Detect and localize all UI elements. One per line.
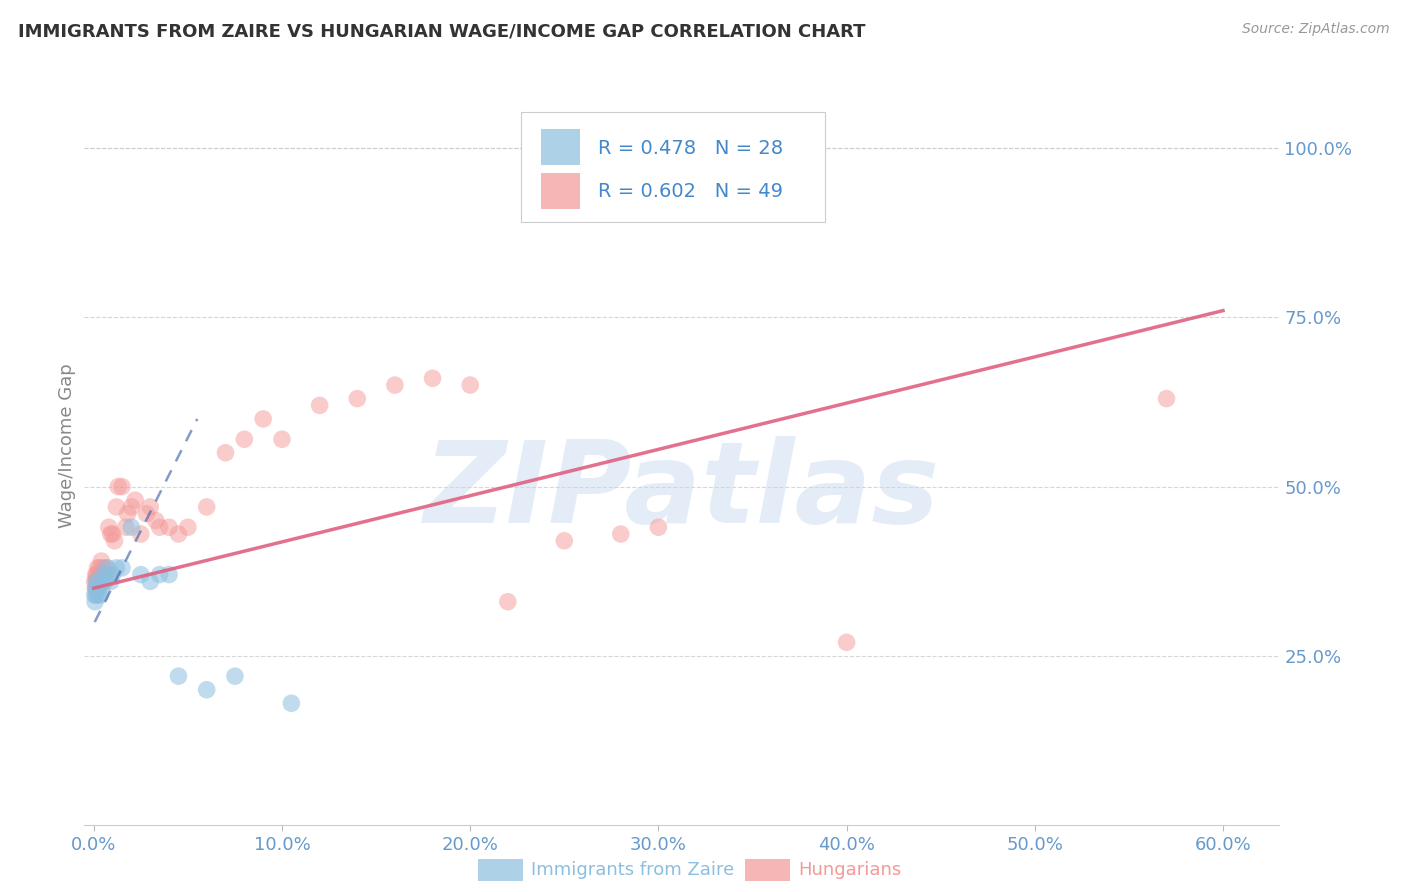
Point — [145, 513, 167, 527]
Point — [224, 669, 246, 683]
Text: Immigrants from Zaire: Immigrants from Zaire — [531, 861, 735, 879]
FancyBboxPatch shape — [520, 112, 825, 222]
Bar — [541, 129, 581, 165]
Point — [84, 567, 107, 582]
Point — [1156, 392, 1178, 406]
Point — [91, 567, 114, 582]
Point — [103, 533, 125, 548]
Point — [83, 588, 105, 602]
Point — [101, 527, 124, 541]
Point — [90, 581, 112, 595]
Text: Source: ZipAtlas.com: Source: ZipAtlas.com — [1241, 22, 1389, 37]
Point — [87, 567, 110, 582]
Point — [105, 500, 128, 514]
Point — [111, 480, 134, 494]
Point — [84, 581, 107, 595]
Point — [100, 574, 122, 589]
Point — [86, 567, 108, 582]
Bar — [541, 173, 581, 210]
Point — [195, 682, 218, 697]
Point — [280, 696, 302, 710]
Point — [94, 567, 117, 582]
Point — [233, 432, 256, 446]
Text: IMMIGRANTS FROM ZAIRE VS HUNGARIAN WAGE/INCOME GAP CORRELATION CHART: IMMIGRANTS FROM ZAIRE VS HUNGARIAN WAGE/… — [18, 22, 866, 40]
Point — [111, 561, 134, 575]
Point — [86, 574, 108, 589]
Point — [117, 507, 139, 521]
Point — [384, 378, 406, 392]
Point — [271, 432, 294, 446]
Y-axis label: Wage/Income Gap: Wage/Income Gap — [58, 364, 76, 528]
Point — [86, 574, 108, 589]
Point — [96, 561, 118, 575]
Point — [553, 533, 575, 548]
Text: Hungarians: Hungarians — [799, 861, 901, 879]
Point — [89, 567, 111, 582]
Point — [129, 527, 152, 541]
Point — [89, 588, 111, 602]
Point — [89, 574, 111, 589]
Point — [87, 581, 110, 595]
Point — [107, 480, 129, 494]
Point — [346, 392, 368, 406]
Point — [214, 446, 236, 460]
Point — [91, 561, 114, 575]
Point — [157, 520, 180, 534]
Point — [83, 574, 105, 589]
Point — [139, 574, 162, 589]
Point — [86, 581, 108, 595]
Point — [89, 561, 111, 575]
Text: R = 0.478   N = 28: R = 0.478 N = 28 — [599, 138, 783, 158]
Point — [120, 500, 142, 514]
Point — [458, 378, 481, 392]
Text: R = 0.602   N = 49: R = 0.602 N = 49 — [599, 182, 783, 201]
Point — [97, 520, 120, 534]
Point — [97, 567, 120, 582]
Point — [135, 507, 157, 521]
Point — [157, 567, 180, 582]
Point — [84, 595, 107, 609]
Text: ZIPatlas: ZIPatlas — [423, 436, 941, 547]
Point — [149, 567, 172, 582]
Point — [835, 635, 858, 649]
Point — [252, 412, 274, 426]
Point — [84, 588, 107, 602]
Point — [422, 371, 444, 385]
Point — [308, 398, 330, 412]
Point — [90, 554, 112, 568]
Point — [647, 520, 669, 534]
Point — [96, 561, 118, 575]
Point — [129, 567, 152, 582]
Point — [167, 669, 190, 683]
Point — [177, 520, 200, 534]
Point — [124, 493, 146, 508]
Point — [105, 561, 128, 575]
Point — [167, 527, 190, 541]
Point — [84, 574, 107, 589]
Point — [139, 500, 162, 514]
Point — [496, 595, 519, 609]
Point — [120, 520, 142, 534]
Point — [86, 561, 108, 575]
Point — [84, 581, 107, 595]
Point — [149, 520, 172, 534]
Point — [86, 588, 108, 602]
Point — [195, 500, 218, 514]
Point — [94, 574, 117, 589]
Point — [114, 520, 136, 534]
Point — [100, 527, 122, 541]
Point — [609, 527, 631, 541]
Point — [101, 567, 124, 582]
